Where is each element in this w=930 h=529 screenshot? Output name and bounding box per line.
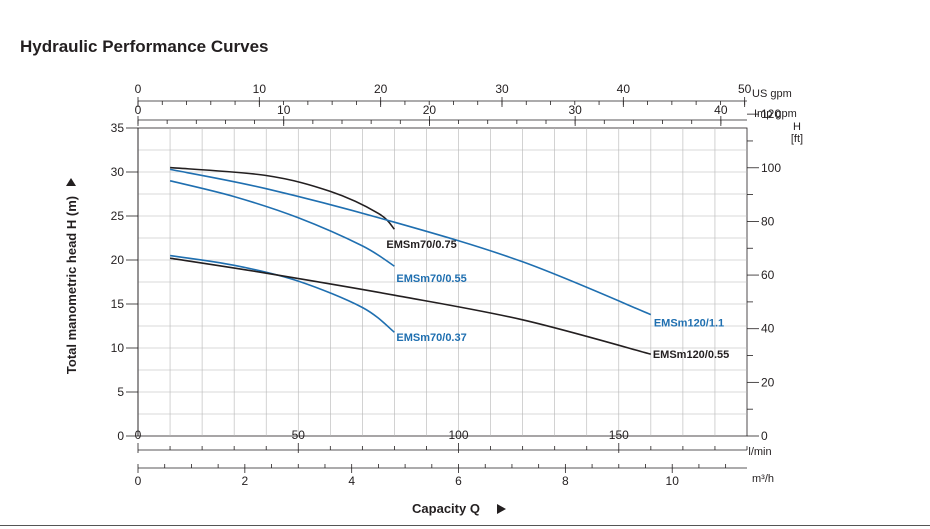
imp-tick-label: 0 [135, 103, 142, 117]
ft-tick-label: 40 [761, 322, 775, 336]
lmin-tick-label: 100 [449, 428, 469, 442]
curve-label: EMSm70/0.55 [396, 273, 466, 285]
lmin-tick-label: 150 [609, 428, 629, 442]
usgpm-tick-label: 40 [617, 82, 631, 96]
y-tick-label: 15 [111, 297, 125, 311]
usgpm-tick-label: 30 [495, 82, 509, 96]
m3h-tick-label: 10 [666, 474, 680, 488]
imp-tick-label: 10 [277, 103, 291, 117]
grid [137, 127, 748, 437]
ft-tick-label: 20 [761, 375, 775, 389]
m3h-tick-label: 2 [241, 474, 248, 488]
curves [169, 166, 652, 355]
x-axis-arrow [497, 504, 506, 514]
ft-tick-label: 60 [761, 268, 775, 282]
m3h-tick-label: 4 [348, 474, 355, 488]
m3h-tick-label: 0 [135, 474, 142, 488]
page-title: Hydraulic Performance Curves [20, 37, 269, 56]
usgpm-unit: US gpm [752, 88, 792, 100]
y-axis-title: Total manometric head H (m) [64, 196, 79, 374]
imp-unit: Imp gpm [754, 108, 797, 120]
lmin-tick-label: 0 [135, 428, 142, 442]
bottom-rule [0, 525, 930, 526]
usgpm-tick-label: 50 [738, 82, 752, 96]
labels: EMSm70/0.75 EMSm70/0.55 EMSm70/0.37 EMSm120… [386, 239, 729, 361]
m3h-tick-label: 8 [562, 474, 569, 488]
ft-tick-label: 0 [761, 429, 768, 443]
y-tick-label: 20 [111, 253, 125, 267]
curve-emsm70-0-37 [169, 254, 395, 333]
y-axis-arrow [66, 178, 76, 186]
ft-tick-label: 120 [761, 107, 781, 121]
m3h-tick-label: 6 [455, 474, 462, 488]
curve-label: EMSm120/0.55 [653, 349, 729, 361]
ft-tick-label: 80 [761, 214, 775, 228]
curve-label: EMSm70/0.75 [386, 239, 456, 251]
usgpm-tick-label: 0 [135, 82, 142, 96]
x-axis-title: Capacity Q [412, 501, 480, 516]
imp-tick-label: 20 [423, 103, 437, 117]
curve-emsm70-0-55 [169, 180, 395, 267]
curve-emsm120-1-1 [169, 168, 652, 316]
imp-tick-label: 30 [568, 103, 582, 117]
y-tick-label: 5 [117, 385, 124, 399]
m3h-unit: m³/h [752, 473, 774, 485]
ft-axis-label: H [793, 121, 801, 133]
usgpm-tick-label: 10 [253, 82, 267, 96]
ft-tick-label: 100 [761, 161, 781, 175]
lmin-tick-label: 50 [292, 428, 306, 442]
y-tick-label: 0 [117, 429, 124, 443]
y-tick-label: 30 [111, 165, 125, 179]
imp-tick-label: 40 [714, 103, 728, 117]
curve-emsm120-0-55 [169, 257, 652, 355]
curve-label: EMSm70/0.37 [396, 332, 466, 344]
usgpm-tick-label: 20 [374, 82, 388, 96]
lmin-unit: l/min [748, 446, 771, 458]
y-tick-label: 25 [111, 209, 125, 223]
curve-label: EMSm120/1.1 [654, 318, 724, 330]
curve-emsm70-0-75 [170, 166, 396, 230]
y-tick-label: 10 [111, 341, 125, 355]
ft-axis-unit: [ft] [791, 133, 803, 145]
y-tick-label: 35 [111, 121, 125, 135]
